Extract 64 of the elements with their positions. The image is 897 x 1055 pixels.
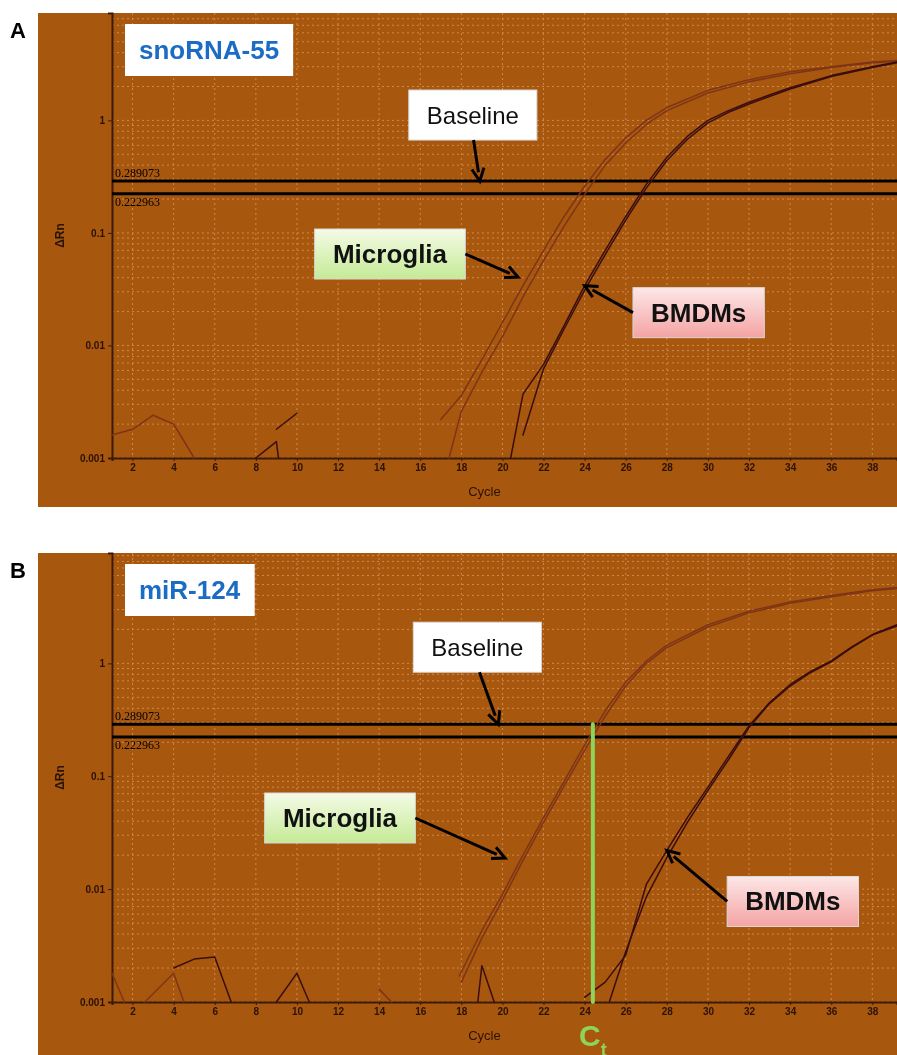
x-tick-label: 16 [415,1006,427,1018]
y-tick-label: 1 [99,658,106,670]
x-tick-label: 18 [456,1006,468,1018]
x-tick-label: 16 [415,462,427,474]
x-axis-title: Cycle [468,1028,501,1043]
text: A [10,18,26,43]
text: B [10,558,26,583]
annotation: BMDMs [745,886,841,917]
x-tick-label: 14 [374,462,386,474]
x-tick-label: 34 [785,462,797,474]
x-tick-label: 6 [212,1006,219,1018]
ref-line-label: 0.222963 [115,194,160,209]
x-tick-label: 36 [826,1006,838,1018]
x-tick-label: 32 [743,462,756,474]
x-tick-label: 26 [620,1006,633,1018]
x-tick-label: 22 [538,462,551,474]
ref-line-label: 0.289073 [115,709,160,724]
x-tick-label: 26 [620,462,633,474]
ref-line-label: 0.222963 [115,737,160,752]
y-tick-label: 0.1 [91,227,106,239]
x-tick-label: 30 [702,462,715,474]
y-tick-label: 0.001 [79,452,106,464]
y-tick-label: 0.1 [91,770,106,782]
x-tick-label: 6 [212,462,219,474]
x-tick-label: 12 [332,462,345,474]
y-axis-title: ΔRn [53,765,67,790]
ref-line-label: 0.289073 [115,166,160,181]
annotation: BMDMs [650,297,747,328]
x-tick-label: 20 [497,1006,509,1018]
x-tick-label: 2 [130,1006,137,1018]
x-tick-label: 30 [702,1006,715,1018]
x-tick-label: 32 [743,1006,756,1018]
x-tick-label: 10 [291,1006,304,1018]
x-axis-title: Cycle [468,484,501,499]
x-tick-label: 8 [253,1006,260,1018]
text: miR-124 [139,575,241,605]
y-tick-label: 0.01 [85,883,106,895]
annotation: Baseline [426,102,519,130]
x-tick-label: 24 [579,1006,592,1018]
x-tick-label: 36 [826,462,838,474]
x-tick-label: 24 [579,462,592,474]
x-tick-label: 4 [171,1006,178,1018]
text: snoRNA-55 [139,35,280,65]
x-tick-label: 4 [171,462,178,474]
x-tick-label: 34 [785,1006,797,1018]
x-tick-label: 38 [867,1006,879,1018]
y-tick-label: 0.01 [85,340,106,352]
x-tick-label: 18 [456,462,468,474]
annotation: Baseline [431,634,524,662]
x-tick-label: 8 [253,462,260,474]
x-tick-label: 38 [867,462,879,474]
x-tick-label: 22 [538,1006,551,1018]
x-tick-label: 10 [291,462,304,474]
y-tick-label: 0.001 [79,996,106,1008]
annotation: Microglia [332,239,448,269]
x-tick-label: 14 [374,1006,386,1018]
annotation: Microglia [282,803,398,833]
y-axis-title: ΔRn [53,223,67,248]
x-tick-label: 28 [661,462,674,474]
y-tick-label: 1 [99,115,106,127]
x-tick-label: 2 [130,462,137,474]
x-tick-label: 20 [497,462,509,474]
x-tick-label: 28 [661,1006,674,1018]
x-tick-label: 12 [332,1006,345,1018]
